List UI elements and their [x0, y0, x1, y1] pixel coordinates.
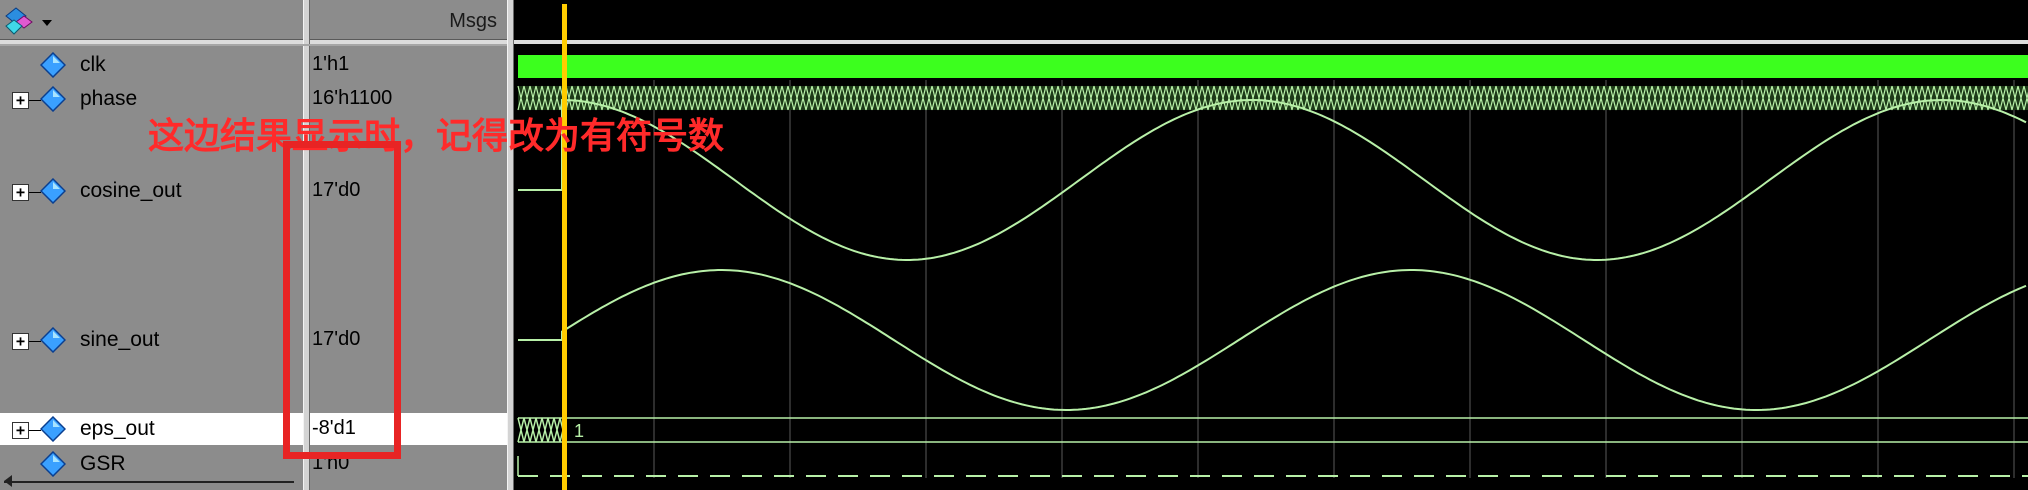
eps-out-wave-label: 1 [574, 421, 584, 441]
signal-diamond-icon [40, 451, 66, 477]
pane-splitter-left[interactable] [303, 0, 310, 490]
waveform-header [514, 0, 2028, 40]
eps-out-waveform [517, 417, 2028, 443]
signal-diamond-icon [40, 327, 66, 353]
expand-plus-icon[interactable]: + [12, 333, 29, 350]
cosine-out-waveform [518, 98, 2027, 261]
waveform-canvas[interactable]: 1 [514, 0, 2028, 490]
signal-name: GSR [80, 452, 126, 475]
header-separator [514, 40, 2028, 44]
signal-value-pane [310, 0, 507, 490]
expand-plus-icon[interactable]: + [12, 184, 29, 201]
signal-value: 17'd0 [312, 328, 361, 350]
signal-name: cosine_out [80, 179, 182, 202]
signal-diamond-icon [40, 52, 66, 78]
time-cursor[interactable] [562, 4, 567, 490]
signal-name: phase [80, 87, 138, 110]
value-pane-header: Msgs [310, 0, 507, 40]
clk-waveform [518, 55, 2028, 78]
msgs-header-label: Msgs [449, 10, 497, 32]
phase-waveform [517, 85, 2028, 111]
header-separator [0, 40, 303, 44]
signal-value: 1'h1 [312, 53, 350, 75]
row-separator [0, 44, 507, 46]
tree-line [29, 341, 41, 342]
tree-line [29, 100, 41, 101]
signal-value: 16'h1100 [312, 87, 393, 109]
selected-row-highlight [310, 413, 507, 445]
tree-line [29, 192, 41, 193]
signal-name: eps_out [80, 417, 155, 440]
name-pane-header [0, 0, 303, 40]
scroll-left-icon[interactable] [2, 474, 14, 488]
signal-diamond-icon [40, 178, 66, 204]
tree-line [29, 430, 41, 431]
signal-name: clk [80, 53, 106, 76]
phase-bus-transitions [517, 85, 2028, 111]
signal-row-cosine-out[interactable]: + cosine_out [0, 176, 303, 206]
wave-tool-icon[interactable] [4, 6, 36, 36]
expand-plus-icon[interactable]: + [12, 92, 29, 109]
signal-name: sine_out [80, 328, 160, 351]
signal-value: -8'd1 [312, 417, 356, 439]
signal-value: 17'd0 [312, 179, 361, 201]
pane-splitter-right[interactable] [507, 0, 514, 490]
signal-diamond-icon [40, 86, 66, 112]
signal-name-pane [0, 0, 303, 490]
signal-row-gsr[interactable]: GSR [0, 449, 303, 479]
expand-plus-icon[interactable]: + [12, 422, 29, 439]
signal-row-clk[interactable]: clk [0, 50, 303, 80]
signal-row-eps-out[interactable]: + eps_out [0, 414, 303, 444]
signal-row-phase[interactable]: + phase [0, 84, 303, 114]
sine-out-waveform [518, 269, 2027, 411]
gsr-waveform [517, 456, 2028, 477]
header-separator [310, 40, 507, 44]
chevron-down-icon[interactable] [42, 20, 54, 28]
annotation-highlight-box [283, 141, 401, 459]
annotation-text: 这边结果显示时，记得改为有符号数 [148, 116, 725, 157]
horizontal-scrollbar[interactable] [4, 481, 294, 483]
signal-diamond-icon [40, 416, 66, 442]
signal-row-sine-out[interactable]: + sine_out [0, 325, 303, 355]
